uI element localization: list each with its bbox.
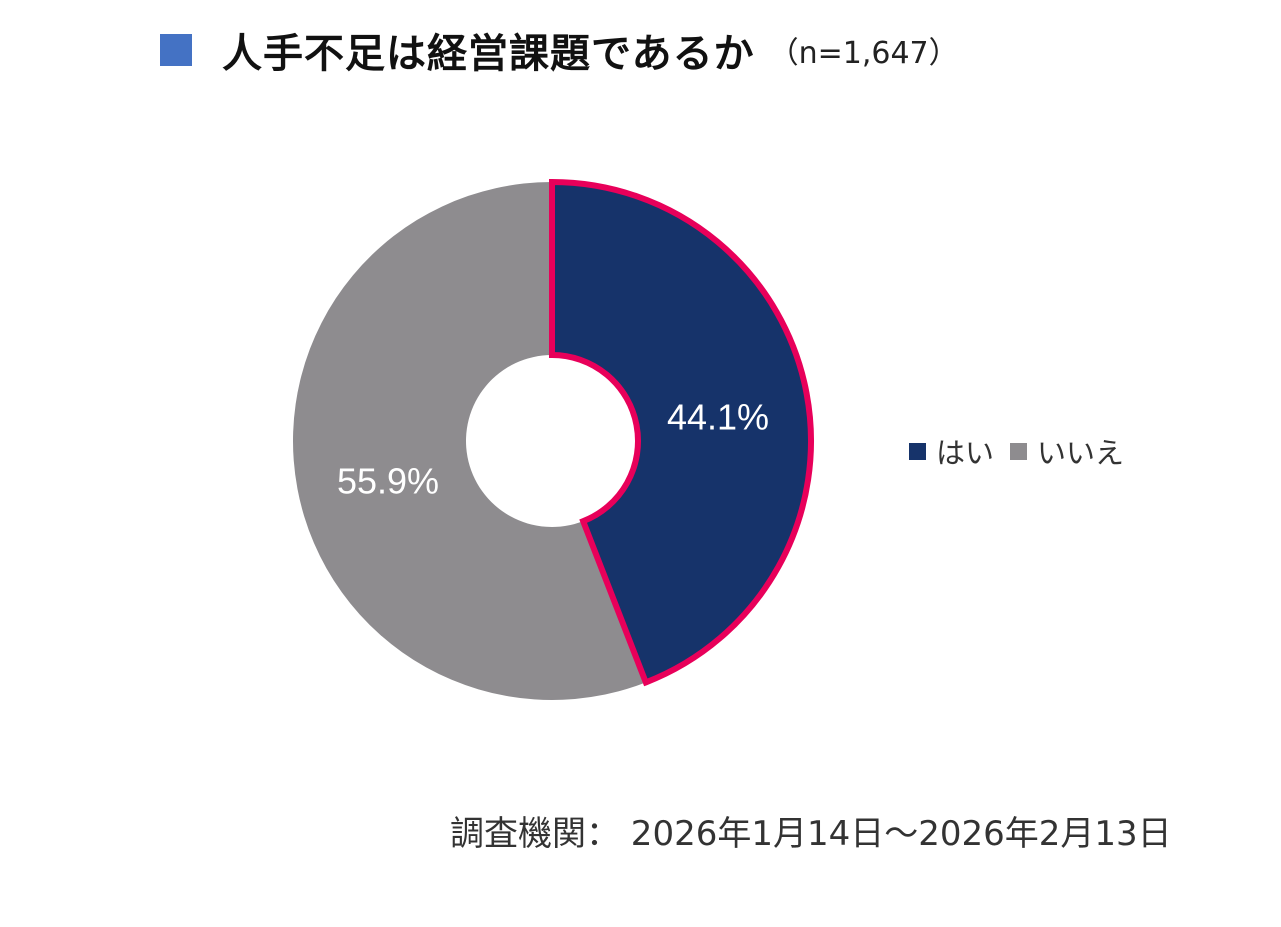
legend-swatch-no — [1010, 442, 1028, 460]
chart-title: 人手不足は経営課題であるか — [222, 31, 755, 77]
survey-period: 調査機関： 2026年1月14日～2026年2月13日 — [450, 814, 1172, 854]
slice-label-yes: 44.1% — [667, 397, 769, 438]
chart-title-row: 人手不足は経営課題であるか （n=1,647） — [160, 22, 959, 78]
legend-item-yes: はい — [909, 430, 994, 472]
slice-label-no: 55.9% — [337, 461, 439, 502]
chart-legend: はい いいえ — [909, 430, 1140, 472]
legend-swatch-yes — [909, 442, 926, 460]
legend-label-yes: はい — [936, 436, 995, 470]
title-square-icon — [160, 34, 192, 66]
legend-label-no: いいえ — [1037, 436, 1125, 470]
donut-slice-yes — [549, 178, 814, 687]
chart-sample-size: （n=1,647） — [768, 36, 959, 71]
donut-slice-no — [292, 182, 646, 701]
legend-item-no: いいえ — [1010, 430, 1124, 472]
